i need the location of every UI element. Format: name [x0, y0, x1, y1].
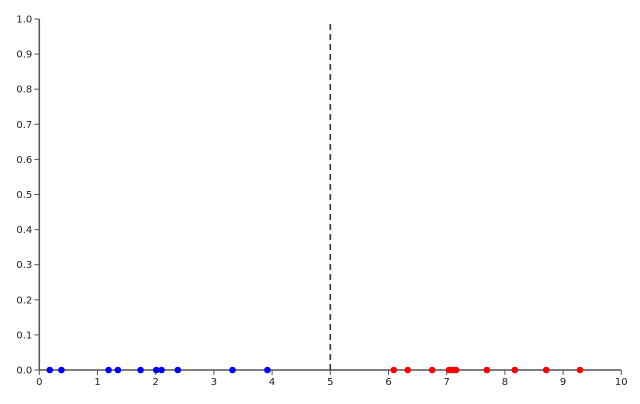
axes: 0 1 2 3 4 5 6 7 8 9 10 0.0 0.1 0.2 0.3 0.4 0.5 0.6 0.7 0.8 0…	[16, 15, 627, 389]
y-tick-label: 0.8	[16, 85, 32, 96]
x-tick-label: 10	[615, 377, 628, 388]
y-tick-label: 0.0	[16, 366, 32, 377]
x-tick-label: 1	[94, 377, 100, 388]
data-point-series-0	[158, 366, 165, 374]
data-point-series-1	[576, 366, 584, 374]
x-tick-label: 0	[36, 377, 42, 388]
y-tick-label: 1.0	[16, 15, 32, 26]
x-tick-label: 3	[211, 377, 217, 388]
data-point-series-1	[483, 366, 491, 374]
x-tick-label: 6	[385, 377, 391, 388]
x-tick-label: 7	[444, 377, 450, 388]
data-point-series-0	[105, 366, 112, 374]
data-point-series-0	[264, 366, 271, 374]
data-point-series-1	[452, 366, 460, 374]
data-points	[46, 22, 584, 374]
y-tick-label: 0.9	[16, 50, 32, 61]
y-tick-label: 0.5	[16, 190, 32, 201]
data-point-series-0	[46, 366, 54, 374]
y-tick-label: 0.4	[16, 225, 32, 236]
x-tick-label: 9	[560, 377, 566, 388]
data-point-series-1	[428, 366, 436, 374]
y-tick-label: 0.2	[16, 295, 32, 306]
y-tick-label: 0.7	[16, 120, 32, 131]
x-tick-label: 8	[502, 377, 508, 388]
data-point-series-0	[114, 366, 122, 374]
data-point-series-0	[137, 366, 144, 374]
data-point-series-0	[174, 366, 182, 374]
x-tick-label: 2	[153, 377, 159, 388]
data-point-series-1	[511, 366, 519, 374]
x-tick-label: 5	[327, 377, 333, 388]
data-point-series-1	[542, 366, 550, 374]
data-point-series-0	[152, 366, 160, 374]
y-tick-label: 0.1	[16, 330, 32, 341]
data-point-series-0	[58, 366, 65, 374]
y-tick-label: 0.3	[16, 260, 32, 271]
data-point-series-1	[390, 366, 398, 374]
data-point-series-0	[229, 366, 236, 374]
y-tick-label: 0.6	[16, 155, 32, 166]
data-point-series-1	[404, 366, 412, 374]
x-tick-label: 4	[269, 377, 275, 388]
